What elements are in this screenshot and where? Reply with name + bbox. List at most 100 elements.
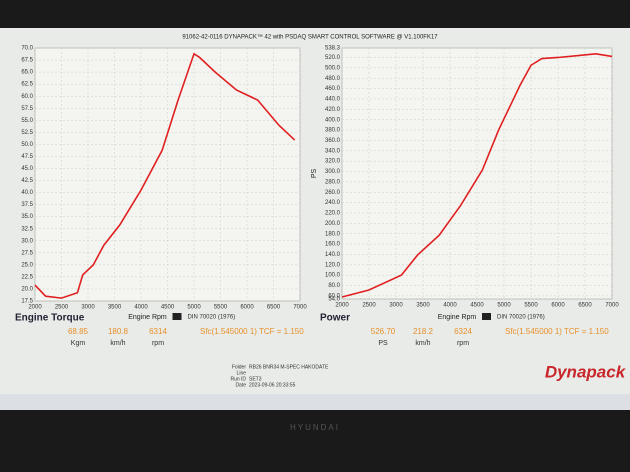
- y-tick-label: 47.5: [21, 154, 33, 160]
- readout: 6324: [454, 327, 472, 336]
- torque-power-curve: [34, 52, 296, 299]
- x-tick-label: 4500: [161, 305, 175, 311]
- y-tick-label: 380.0: [325, 128, 341, 134]
- y-tick-label: 200.0: [325, 221, 341, 227]
- readout: 6314: [149, 327, 167, 336]
- y-tick-label: 60.0: [328, 293, 340, 299]
- y-tick-label: 340.0: [325, 148, 341, 154]
- readout: 526.70: [371, 327, 396, 336]
- y-tick-label: 54.0: [328, 297, 340, 303]
- y-tick-label: 440.0: [325, 97, 341, 103]
- y-tick-label: 260.0: [325, 190, 341, 196]
- x-tick-label: 3000: [81, 305, 95, 311]
- y-tick-label: 420.0: [325, 107, 341, 113]
- y-tick-label: 17.5: [21, 299, 33, 305]
- y-tick-label: 35.0: [21, 214, 33, 220]
- readout: 180.8: [108, 327, 129, 336]
- y-tick-label: 180.0: [325, 231, 341, 237]
- y-tick-label: 140.0: [325, 252, 341, 258]
- chart-title: Engine Torque: [15, 313, 85, 324]
- x-tick-label: 5000: [497, 303, 511, 309]
- readout: Sfc(1.545000 1) TCF = 1.150: [505, 327, 609, 336]
- y-tick-label: 42.5: [21, 178, 33, 184]
- readout-unit: km/h: [110, 340, 125, 347]
- y-tick-label: 60.0: [21, 94, 33, 100]
- readout: 68.85: [68, 327, 89, 336]
- y-tick-label: 40.0: [21, 190, 33, 196]
- info-label: Date: [235, 382, 246, 388]
- y-axis-label: PS: [311, 169, 318, 179]
- y-tick-label: 500.0: [325, 65, 341, 71]
- y-tick-label: 538.3: [325, 46, 341, 52]
- y-tick-label: 320.0: [325, 159, 341, 165]
- y-tick-label: 50.0: [21, 142, 33, 148]
- y-tick-label: 57.5: [21, 106, 33, 112]
- header: 91062-42-0116 DYNAPACK™ 42 with PSDAQ SM…: [182, 34, 438, 41]
- y-tick-label: 45.0: [21, 166, 33, 172]
- x-tick-label: 2000: [28, 305, 42, 311]
- info-value: RB26 BNR34 M-SPEC HAKODATE: [249, 364, 329, 370]
- y-tick-label: 70.0: [21, 46, 33, 52]
- plot-area: [34, 47, 301, 302]
- x-tick-label: 6000: [551, 303, 565, 309]
- x-tick-label: 3500: [108, 305, 122, 311]
- y-tick-label: 80.0: [328, 283, 340, 289]
- y-tick-label: 27.5: [21, 250, 33, 256]
- x-axis-label: Engine Rpm: [438, 314, 477, 321]
- y-tick-label: 120.0: [325, 262, 341, 268]
- monitor-brand: HYUNDAI: [290, 423, 340, 432]
- y-tick-label: 520.0: [325, 55, 341, 61]
- info-value: 2023-09-06 20:33:55: [249, 382, 296, 388]
- info-label: Line: [237, 370, 247, 376]
- info-label: Run ID: [230, 376, 246, 382]
- x-tick-label: 4500: [470, 303, 484, 309]
- y-tick-label: 240.0: [325, 200, 341, 206]
- y-tick-label: 400.0: [325, 117, 341, 123]
- readout: Sfc(1.545000 1) TCF = 1.150: [200, 327, 304, 336]
- y-tick-label: 480.0: [325, 76, 341, 82]
- legend-swatch: [482, 313, 491, 320]
- x-tick-label: 7000: [605, 303, 619, 309]
- x-tick-label: 5500: [214, 305, 228, 311]
- x-tick-label: 5500: [524, 303, 538, 309]
- y-tick-label: 300.0: [325, 169, 341, 175]
- torque-power-curve: [341, 53, 613, 298]
- x-tick-label: 4000: [443, 303, 457, 309]
- readout-unit: Kgm: [71, 340, 86, 347]
- y-tick-label: 100.0: [325, 273, 341, 279]
- y-tick-label: 22.5: [21, 274, 33, 280]
- readout-unit: PS: [378, 340, 388, 347]
- info-value: SET3: [249, 376, 262, 382]
- y-tick-label: 62.5: [21, 82, 33, 88]
- readout-unit: km/h: [415, 340, 430, 347]
- readout: 218.2: [413, 327, 434, 336]
- x-tick-label: 2500: [362, 303, 376, 309]
- info-label: Folder: [232, 364, 247, 370]
- y-tick-label: 460.0: [325, 86, 341, 92]
- x-tick-label: 5000: [187, 305, 201, 311]
- x-tick-label: 6500: [267, 305, 281, 311]
- x-tick-label: 2000: [335, 303, 349, 309]
- x-tick-label: 2500: [55, 305, 69, 311]
- y-tick-label: 32.5: [21, 226, 33, 232]
- x-tick-label: 4000: [134, 305, 148, 311]
- readout-unit: rpm: [152, 340, 164, 347]
- x-tick-label: 6500: [578, 303, 592, 309]
- logo: Dynapack: [545, 362, 627, 381]
- legend-swatch: [172, 313, 182, 320]
- y-tick-label: 67.5: [21, 58, 33, 64]
- readout-unit: rpm: [457, 340, 469, 347]
- x-tick-label: 7000: [293, 305, 307, 311]
- y-tick-label: 220.0: [325, 211, 341, 217]
- x-tick-label: 3000: [389, 303, 403, 309]
- x-tick-label: 6000: [240, 305, 254, 311]
- y-tick-label: 360.0: [325, 138, 341, 144]
- y-tick-label: 25.0: [21, 262, 33, 268]
- taskbar: [0, 394, 630, 410]
- chart-title: Power: [320, 313, 350, 324]
- y-tick-label: 55.0: [21, 118, 33, 124]
- x-axis-label: Engine Rpm: [128, 314, 167, 321]
- y-tick-label: 52.5: [21, 130, 33, 136]
- y-tick-label: 37.5: [21, 202, 33, 208]
